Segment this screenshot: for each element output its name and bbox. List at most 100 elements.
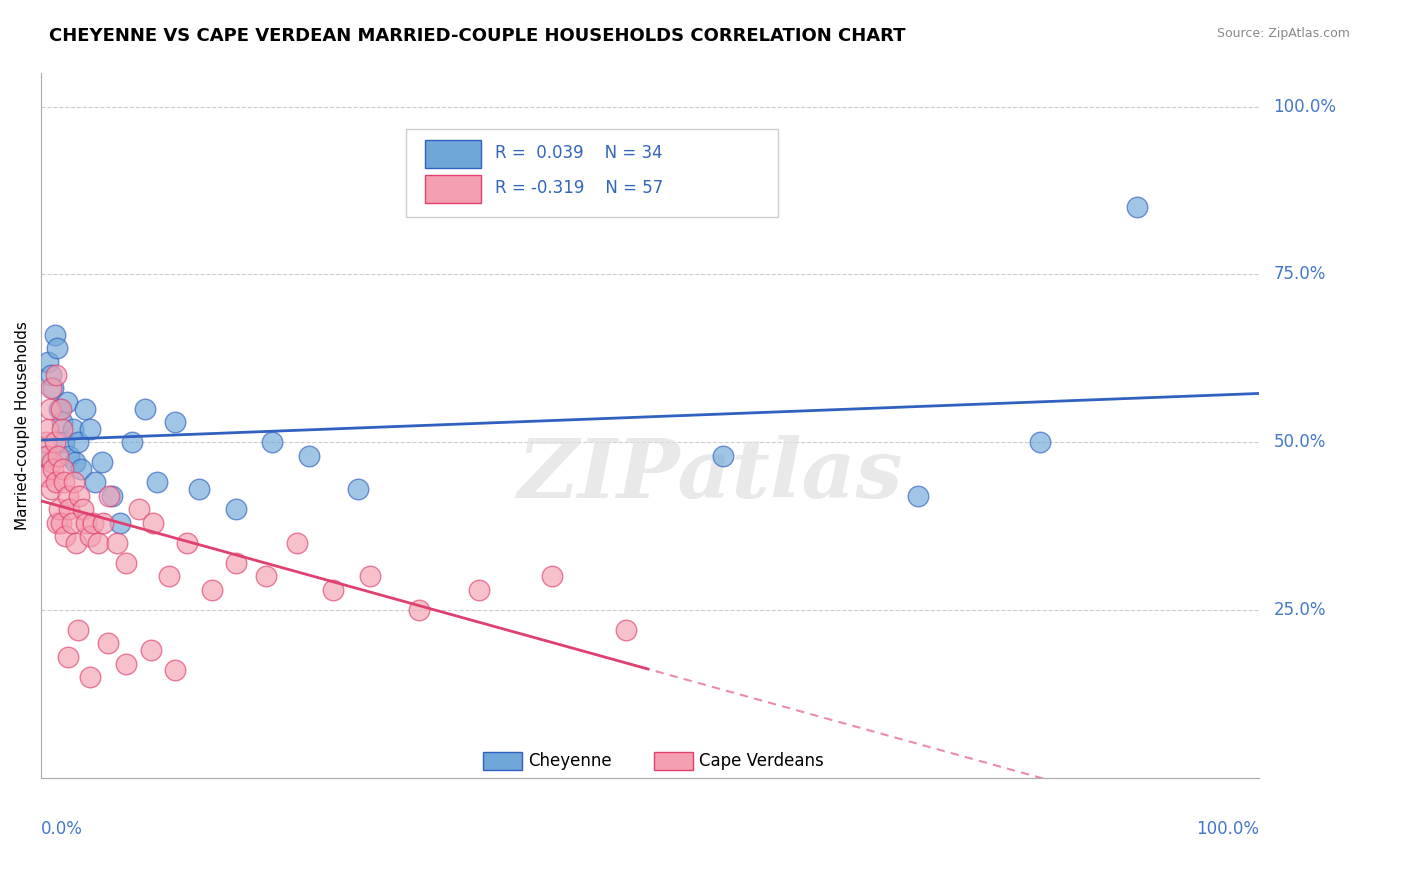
Point <box>711 449 734 463</box>
Point <box>42 381 65 395</box>
Point <box>100 489 122 503</box>
Point <box>72 502 94 516</box>
Point <box>45 341 67 355</box>
Point <box>285 535 308 549</box>
Point <box>42 462 65 476</box>
Point <box>45 368 67 382</box>
Point <box>1028 435 1050 450</box>
Text: 0.0%: 0.0% <box>41 820 83 838</box>
Point <box>44 435 66 450</box>
Text: Cheyenne: Cheyenne <box>529 752 612 770</box>
Point <box>79 529 101 543</box>
Point <box>53 475 76 490</box>
Text: Source: ZipAtlas.com: Source: ZipAtlas.com <box>1216 27 1350 40</box>
Point <box>146 475 169 490</box>
Point <box>58 502 80 516</box>
Point <box>176 535 198 549</box>
Point <box>128 502 150 516</box>
Point <box>110 516 132 530</box>
Point <box>359 569 381 583</box>
Point <box>115 657 138 671</box>
Point <box>408 603 430 617</box>
Point <box>70 462 93 476</box>
Point <box>41 455 63 469</box>
Point <box>66 623 89 637</box>
Point <box>39 381 62 395</box>
Text: R =  0.039    N = 34: R = 0.039 N = 34 <box>495 144 662 161</box>
Point <box>468 582 491 597</box>
Point <box>139 643 162 657</box>
Point <box>37 354 59 368</box>
Point <box>262 435 284 450</box>
Point <box>37 449 59 463</box>
Point <box>91 455 114 469</box>
Point <box>63 455 86 469</box>
Point <box>115 556 138 570</box>
Point <box>35 435 58 450</box>
Point <box>45 516 67 530</box>
Point <box>39 482 62 496</box>
FancyBboxPatch shape <box>425 140 481 168</box>
Point <box>157 569 180 583</box>
Point <box>56 489 79 503</box>
Point <box>39 368 62 382</box>
Point <box>75 516 97 530</box>
Text: ZIPatlas: ZIPatlas <box>517 434 904 515</box>
FancyBboxPatch shape <box>484 752 522 770</box>
Point <box>79 670 101 684</box>
Point <box>1126 200 1149 214</box>
Point <box>163 663 186 677</box>
Point <box>48 502 70 516</box>
Point <box>188 482 211 496</box>
Point <box>105 535 128 549</box>
Point <box>37 422 59 436</box>
Point <box>53 435 76 450</box>
Text: R = -0.319    N = 57: R = -0.319 N = 57 <box>495 178 664 197</box>
Point <box>45 475 67 490</box>
Point <box>254 569 277 583</box>
Point <box>51 415 73 429</box>
Point <box>49 401 72 416</box>
Point <box>79 422 101 436</box>
Point <box>225 502 247 516</box>
Text: Cape Verdeans: Cape Verdeans <box>699 752 824 770</box>
Point <box>55 529 77 543</box>
Point <box>56 649 79 664</box>
Y-axis label: Married-couple Households: Married-couple Households <box>15 321 30 530</box>
Point <box>87 535 110 549</box>
Point <box>73 401 96 416</box>
Point <box>83 475 105 490</box>
Point <box>63 475 86 490</box>
FancyBboxPatch shape <box>406 129 778 218</box>
Point <box>35 449 58 463</box>
FancyBboxPatch shape <box>654 752 693 770</box>
Text: 50.0%: 50.0% <box>1274 434 1326 451</box>
Point <box>121 435 143 450</box>
Point <box>298 449 321 463</box>
Point <box>134 401 156 416</box>
Point <box>346 482 368 496</box>
Point <box>52 462 75 476</box>
Point <box>163 415 186 429</box>
Point <box>58 449 80 463</box>
Point <box>34 468 56 483</box>
Text: 75.0%: 75.0% <box>1274 265 1326 284</box>
Point <box>44 327 66 342</box>
Point <box>82 516 104 530</box>
Text: 100.0%: 100.0% <box>1195 820 1258 838</box>
Point <box>541 569 564 583</box>
Point <box>225 556 247 570</box>
Point <box>55 394 77 409</box>
Point <box>142 516 165 530</box>
Point <box>200 582 222 597</box>
Point <box>60 516 83 530</box>
Point <box>62 422 84 436</box>
Point <box>614 623 637 637</box>
Point <box>98 489 121 503</box>
Point <box>65 535 87 549</box>
Text: 100.0%: 100.0% <box>1274 97 1336 116</box>
Point <box>907 489 929 503</box>
Point <box>97 636 120 650</box>
Point <box>67 489 90 503</box>
Point <box>66 435 89 450</box>
